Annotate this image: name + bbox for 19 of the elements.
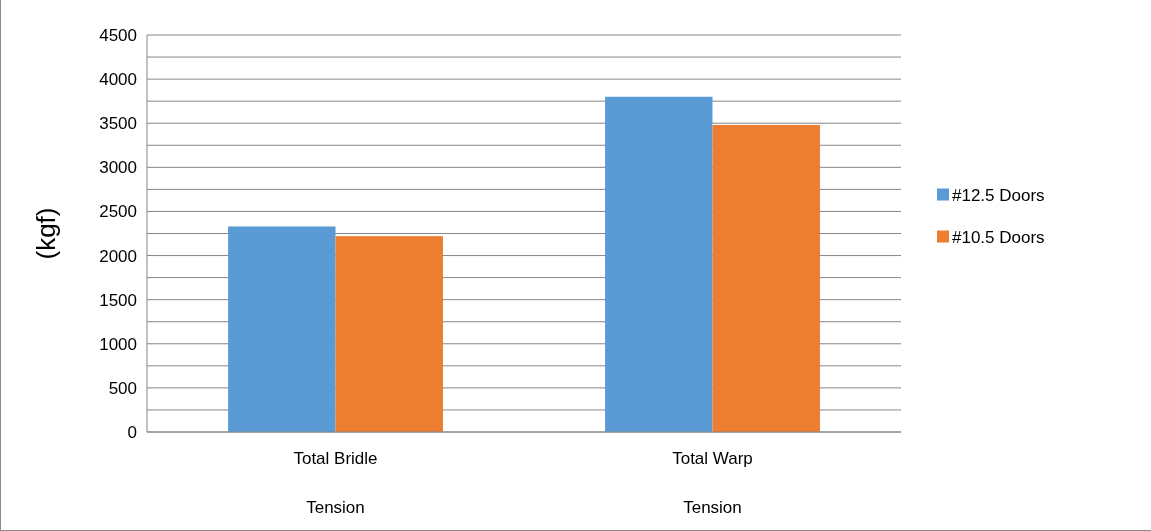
bar [335,236,443,432]
y-tick-label: 2500 [99,202,137,222]
y-tick-label: 4000 [99,70,137,90]
y-axis-title: (kgf) [31,207,61,260]
y-tick-label: 500 [108,378,137,398]
bar [228,226,336,432]
legend-label: #10.5 Doors [952,228,1045,248]
category-label: Total Bridle Tension [293,449,378,517]
category-label: Total Warp Tension [672,449,753,517]
y-tick-label: 2000 [99,246,137,266]
y-tick-label: 3500 [99,114,137,134]
y-tick-label: 0 [127,422,137,442]
y-tick-label: 4500 [99,25,137,45]
bar [605,96,713,432]
legend-label: #12.5 Doors [952,186,1045,206]
y-tick-label: 1000 [99,334,137,354]
y-tick-label: 1500 [99,290,137,310]
y-tick-label: 3000 [99,158,137,178]
bar [712,124,820,432]
